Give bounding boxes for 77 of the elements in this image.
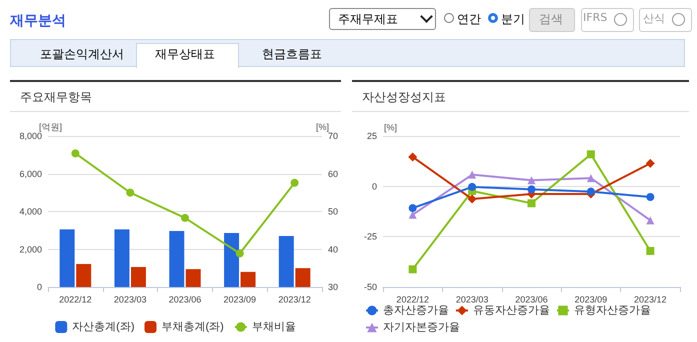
bar — [295, 268, 310, 287]
point — [646, 193, 654, 201]
x-tick-label: 2023/06 — [515, 294, 548, 304]
text: 현금흐름표 — [262, 46, 322, 63]
x-tick-label: 2022/12 — [59, 294, 92, 304]
bar — [224, 233, 240, 287]
y-tick-label: 6,000 — [19, 168, 42, 179]
y-tick-label: -50 — [364, 282, 377, 292]
y-tick-label: 8,000 — [19, 131, 42, 141]
point — [528, 176, 536, 184]
y2-tick-label: 70 — [328, 131, 338, 141]
text: 분기 — [501, 11, 525, 28]
point — [236, 249, 244, 258]
text: 재무분석 — [10, 12, 66, 30]
bar — [186, 269, 201, 287]
legend-label: 유형자산증가율 — [574, 304, 651, 316]
text: 포괄손익계산서 — [40, 46, 124, 63]
y-tick-label: 4,000 — [19, 206, 42, 216]
x-tick-label: 2023/09 — [574, 294, 608, 304]
point — [528, 185, 536, 194]
text: 재무상태표 — [155, 46, 215, 63]
y-tick-label: 0 — [36, 282, 42, 292]
legend-label: 부채총계(좌) — [162, 321, 224, 333]
point — [468, 194, 477, 204]
bar — [114, 229, 130, 287]
bar — [278, 236, 294, 287]
y-tick-label: 25 — [366, 131, 377, 141]
y2-tick-label: 30 — [328, 282, 338, 292]
y2-axis-title: [%] — [316, 122, 330, 132]
point — [586, 150, 595, 158]
y-axis-title: [%] — [384, 122, 397, 132]
point — [181, 214, 189, 222]
legend-label: 부채비율 — [252, 321, 296, 333]
point — [408, 152, 418, 162]
x-tick-label: 2023/09 — [224, 294, 256, 304]
bar — [76, 264, 92, 287]
legend-label: 자산총계(좌) — [72, 321, 134, 333]
x-tick-label: 2023/03 — [456, 294, 488, 304]
bar — [130, 266, 146, 287]
text: 검색 — [539, 11, 563, 28]
point — [408, 204, 417, 212]
legend-label: 유동자산증가율 — [473, 304, 550, 316]
y2-tick-label: 40 — [328, 244, 338, 254]
y2-tick-label: 60 — [328, 168, 338, 179]
text: 연간 — [457, 11, 481, 28]
bar — [169, 230, 184, 287]
text: 산식 — [643, 11, 665, 26]
x-tick-label: 2023/06 — [168, 294, 202, 304]
point — [586, 188, 595, 196]
y-tick-label: -25 — [364, 232, 377, 242]
point — [586, 174, 595, 182]
legend-label: 자기자본증가율 — [383, 322, 460, 334]
y-tick-label: 0 — [372, 181, 377, 192]
bar — [60, 229, 75, 287]
point — [468, 170, 476, 179]
point — [290, 178, 299, 187]
point — [408, 265, 417, 274]
x-tick-label: 2022/12 — [396, 294, 429, 304]
point — [468, 182, 476, 191]
point — [646, 216, 654, 224]
x-tick-label: 2023/12 — [634, 294, 667, 304]
chart-title: 주요재무항목 — [10, 80, 341, 112]
y-tick-label: 2,000 — [19, 244, 42, 254]
legend-label: 총자산증가율 — [383, 304, 449, 316]
bar — [240, 272, 256, 287]
y-axis-title: [억원] — [38, 122, 62, 132]
chart-title: 자산성장성지표 — [352, 80, 689, 112]
text: 주재무제표 — [338, 11, 398, 28]
point — [126, 188, 134, 197]
x-tick-label: 2023/12 — [278, 294, 311, 304]
point — [528, 199, 536, 208]
point — [71, 149, 80, 158]
point — [646, 246, 654, 255]
x-tick-label: 2023/03 — [114, 294, 146, 304]
text: IFRS — [583, 11, 608, 24]
y2-tick-label: 50 — [328, 206, 338, 216]
point — [646, 158, 655, 168]
